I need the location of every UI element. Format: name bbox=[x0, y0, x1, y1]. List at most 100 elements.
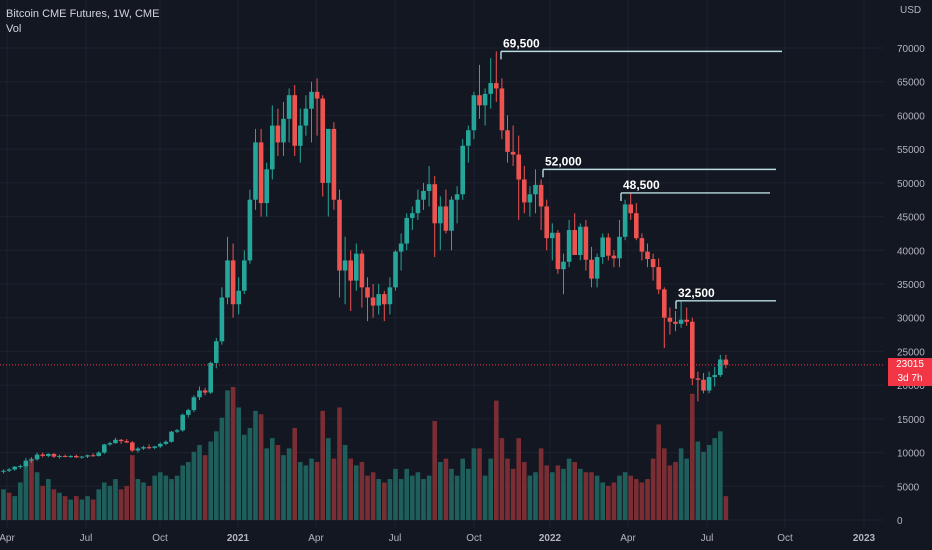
candle-body bbox=[712, 375, 717, 378]
volume-bar bbox=[544, 465, 549, 520]
time-tick-label: Jul bbox=[701, 533, 714, 544]
candle-body bbox=[359, 253, 365, 288]
volume-bar bbox=[18, 482, 23, 520]
volume-bar bbox=[141, 482, 146, 520]
candle-body bbox=[393, 251, 398, 288]
volume-bar bbox=[678, 448, 684, 520]
candle-body bbox=[225, 260, 230, 298]
volume-bar bbox=[102, 482, 107, 520]
volume-indicator-label: Vol bbox=[6, 23, 22, 35]
candle-body bbox=[690, 321, 695, 379]
level-label: 69,500 bbox=[503, 36, 540, 50]
volume-bar bbox=[354, 465, 359, 520]
volume-bar bbox=[12, 496, 17, 520]
volume-bar bbox=[656, 424, 661, 520]
volume-bar bbox=[662, 448, 667, 520]
volume-bar bbox=[466, 468, 471, 520]
volume-bar bbox=[449, 468, 454, 520]
candle-body bbox=[270, 125, 275, 170]
volume-bar bbox=[326, 438, 331, 520]
candle-body bbox=[628, 204, 633, 214]
volume-bar bbox=[550, 472, 555, 520]
candle-body bbox=[292, 95, 297, 146]
time-tick-label: Oct bbox=[466, 533, 482, 544]
candle-body bbox=[102, 444, 107, 453]
volume-bar bbox=[494, 400, 499, 520]
volume-bar bbox=[298, 462, 303, 520]
time-tick-label: Jul bbox=[389, 533, 402, 544]
volume-bar bbox=[387, 479, 393, 520]
volume-bar bbox=[482, 475, 488, 520]
price-tick-label: 70000 bbox=[897, 44, 925, 55]
candle-body bbox=[40, 454, 45, 456]
volume-bar bbox=[242, 434, 247, 520]
volume-bar bbox=[477, 448, 482, 520]
volume-bar bbox=[510, 468, 516, 520]
volume-bar bbox=[51, 489, 57, 520]
volume-bar bbox=[79, 499, 85, 520]
volume-bar bbox=[197, 444, 202, 520]
candle-body bbox=[90, 455, 96, 457]
candle-body bbox=[499, 88, 505, 131]
candle-body bbox=[320, 98, 325, 183]
candle-body bbox=[124, 441, 129, 443]
volume-bar bbox=[264, 448, 269, 520]
candle-body bbox=[370, 297, 376, 306]
time-tick-label: Apr bbox=[620, 533, 636, 544]
price-tick-label: 50000 bbox=[897, 179, 925, 190]
price-tick-label: 10000 bbox=[897, 449, 925, 460]
volume-bar bbox=[538, 448, 544, 520]
candle-body bbox=[152, 446, 157, 448]
candle-body bbox=[432, 184, 437, 224]
candle-body bbox=[219, 297, 225, 342]
candle-body bbox=[382, 294, 387, 305]
volume-bar bbox=[488, 458, 493, 520]
candle-body bbox=[594, 257, 600, 279]
candle-body bbox=[634, 213, 639, 239]
volume-bar bbox=[594, 475, 600, 520]
price-axis[interactable]: 0 5000 10000 15000 20000 25000 30000 35000 40000… bbox=[897, 44, 925, 527]
volume-bar bbox=[522, 462, 527, 520]
candle-body bbox=[253, 142, 258, 200]
price-tick-label: 20000 bbox=[897, 381, 925, 392]
candle-body bbox=[96, 452, 101, 456]
level-label: 32,500 bbox=[678, 286, 715, 300]
candle-body bbox=[57, 455, 62, 457]
candle-body bbox=[326, 128, 331, 183]
volume-bar bbox=[628, 475, 633, 520]
volume-bar bbox=[454, 475, 460, 520]
candles bbox=[1, 51, 729, 474]
candle-body bbox=[197, 390, 202, 398]
candle-body bbox=[18, 466, 23, 468]
volume-bar bbox=[471, 448, 477, 520]
volume-bar bbox=[208, 441, 213, 520]
volume-bar bbox=[253, 410, 258, 520]
volume-bar bbox=[438, 462, 443, 520]
candle-body bbox=[387, 287, 393, 305]
price-tick-label: 25000 bbox=[897, 347, 925, 358]
volume-bar bbox=[337, 407, 342, 520]
volume-bar bbox=[415, 472, 421, 520]
candle-body bbox=[421, 190, 426, 200]
volume-bar bbox=[393, 468, 398, 520]
candle-body bbox=[550, 232, 555, 239]
volume-bar bbox=[404, 468, 409, 520]
candle-body bbox=[141, 447, 146, 449]
candle-body bbox=[482, 93, 488, 106]
volume-bar bbox=[527, 475, 533, 520]
time-axis[interactable]: Apr Jul Oct 2021 Apr Jul Oct 2022 Apr Jul Oct 2023 bbox=[0, 533, 876, 544]
candle-body bbox=[701, 379, 706, 391]
volume-bar bbox=[348, 458, 353, 520]
volume-bar bbox=[90, 499, 96, 520]
candle-body bbox=[337, 199, 342, 271]
candle-body bbox=[449, 199, 454, 231]
volume-bar bbox=[247, 427, 253, 520]
volume-bar bbox=[533, 472, 538, 520]
current-price-tag: 23015 bbox=[888, 357, 932, 372]
candle-body bbox=[12, 466, 17, 470]
volume-bar bbox=[275, 444, 281, 520]
candle-body bbox=[544, 206, 549, 239]
price-tick-label: 55000 bbox=[897, 145, 925, 156]
candle-body bbox=[258, 142, 264, 204]
